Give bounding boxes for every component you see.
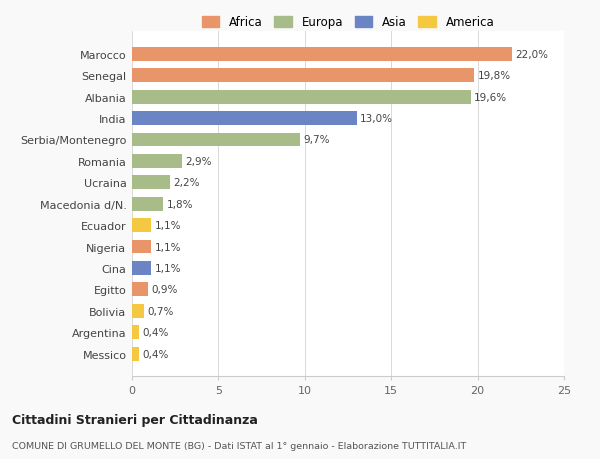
Text: 9,7%: 9,7% xyxy=(303,135,329,145)
Bar xyxy=(132,325,139,339)
Legend: Africa, Europa, Asia, America: Africa, Europa, Asia, America xyxy=(198,13,498,33)
Bar xyxy=(132,176,170,190)
Text: 1,1%: 1,1% xyxy=(154,221,181,230)
Text: 19,8%: 19,8% xyxy=(478,71,511,81)
Bar xyxy=(132,283,148,297)
Bar xyxy=(132,218,151,233)
Text: Cittadini Stranieri per Cittadinanza: Cittadini Stranieri per Cittadinanza xyxy=(12,413,258,426)
Bar xyxy=(132,133,299,147)
Text: 22,0%: 22,0% xyxy=(515,50,548,60)
Bar xyxy=(132,112,356,126)
Text: COMUNE DI GRUMELLO DEL MONTE (BG) - Dati ISTAT al 1° gennaio - Elaborazione TUTT: COMUNE DI GRUMELLO DEL MONTE (BG) - Dati… xyxy=(12,441,466,450)
Text: 0,4%: 0,4% xyxy=(142,349,169,359)
Text: 19,6%: 19,6% xyxy=(474,92,507,102)
Bar xyxy=(132,347,139,361)
Text: 0,7%: 0,7% xyxy=(148,306,174,316)
Text: 2,2%: 2,2% xyxy=(173,178,200,188)
Text: 1,1%: 1,1% xyxy=(154,263,181,273)
Text: 1,1%: 1,1% xyxy=(154,242,181,252)
Bar xyxy=(132,90,470,104)
Text: 1,8%: 1,8% xyxy=(167,199,193,209)
Bar xyxy=(132,155,182,168)
Text: 0,9%: 0,9% xyxy=(151,285,178,295)
Bar xyxy=(132,240,151,254)
Text: 0,4%: 0,4% xyxy=(142,327,169,337)
Bar xyxy=(132,69,474,83)
Bar xyxy=(132,197,163,211)
Text: 2,9%: 2,9% xyxy=(185,157,212,167)
Text: 13,0%: 13,0% xyxy=(360,114,393,124)
Bar xyxy=(132,261,151,275)
Bar xyxy=(132,304,144,318)
Bar xyxy=(132,48,512,62)
